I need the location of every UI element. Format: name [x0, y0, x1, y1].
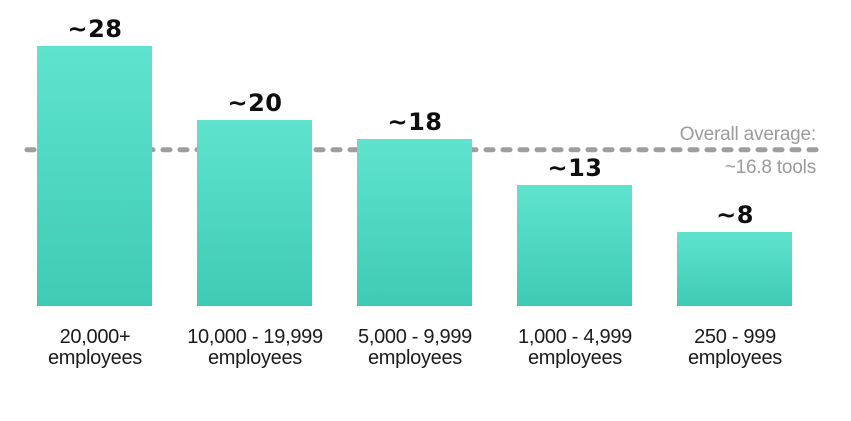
bar-value-label: ~18 — [387, 108, 443, 136]
bar-group: ~13 1,000 - 4,999 employees — [495, 0, 655, 421]
bar — [37, 46, 152, 306]
bar-group: ~18 5,000 - 9,999 employees — [335, 0, 495, 421]
category-label-unit: employees — [367, 347, 463, 369]
category-label-range: 20,000+ — [59, 326, 131, 348]
bar — [517, 185, 632, 306]
category-label-unit: employees — [207, 347, 303, 369]
overall-average-label-line2: ~16.8 tools — [724, 156, 816, 178]
category-label-range: 10,000 - 19,999 — [187, 326, 323, 348]
category-label-unit: employees — [687, 347, 783, 369]
category-label: 20,000+ employees — [15, 327, 175, 369]
bar-value-label: ~8 — [716, 201, 754, 229]
bar-group: ~8 250 - 999 employees — [655, 0, 815, 421]
overall-average-label-line1: Overall average: — [679, 123, 816, 145]
category-label: 250 - 999 employees — [655, 327, 815, 369]
bar-group: ~28 20,000+ employees — [15, 0, 175, 421]
bar-value-label: ~28 — [67, 15, 123, 43]
category-label: 5,000 - 9,999 employees — [335, 327, 495, 369]
bar-group: ~20 10,000 - 19,999 employees — [175, 0, 335, 421]
bar — [357, 139, 472, 306]
category-label-unit: employees — [527, 347, 623, 369]
category-label-range: 5,000 - 9,999 — [358, 326, 472, 348]
category-label-range: 250 - 999 — [694, 326, 776, 348]
category-label-range: 1,000 - 4,999 — [518, 326, 632, 348]
category-label-unit: employees — [47, 347, 143, 369]
bar-value-label: ~13 — [547, 154, 603, 182]
category-label: 1,000 - 4,999 employees — [495, 327, 655, 369]
bar — [197, 120, 312, 306]
bar-value-label: ~20 — [227, 89, 283, 117]
bar — [677, 232, 792, 306]
category-label: 10,000 - 19,999 employees — [175, 327, 335, 369]
